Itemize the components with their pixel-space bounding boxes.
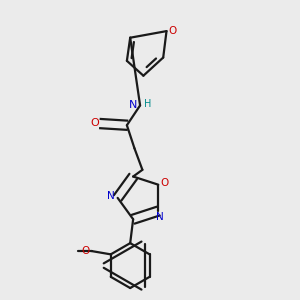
Text: H: H: [144, 99, 151, 109]
Text: N: N: [129, 100, 137, 110]
Text: O: O: [161, 178, 169, 188]
Text: O: O: [82, 246, 90, 256]
Text: N: N: [107, 191, 115, 201]
Text: N: N: [156, 212, 164, 222]
Text: O: O: [90, 118, 99, 128]
Text: O: O: [168, 26, 177, 36]
